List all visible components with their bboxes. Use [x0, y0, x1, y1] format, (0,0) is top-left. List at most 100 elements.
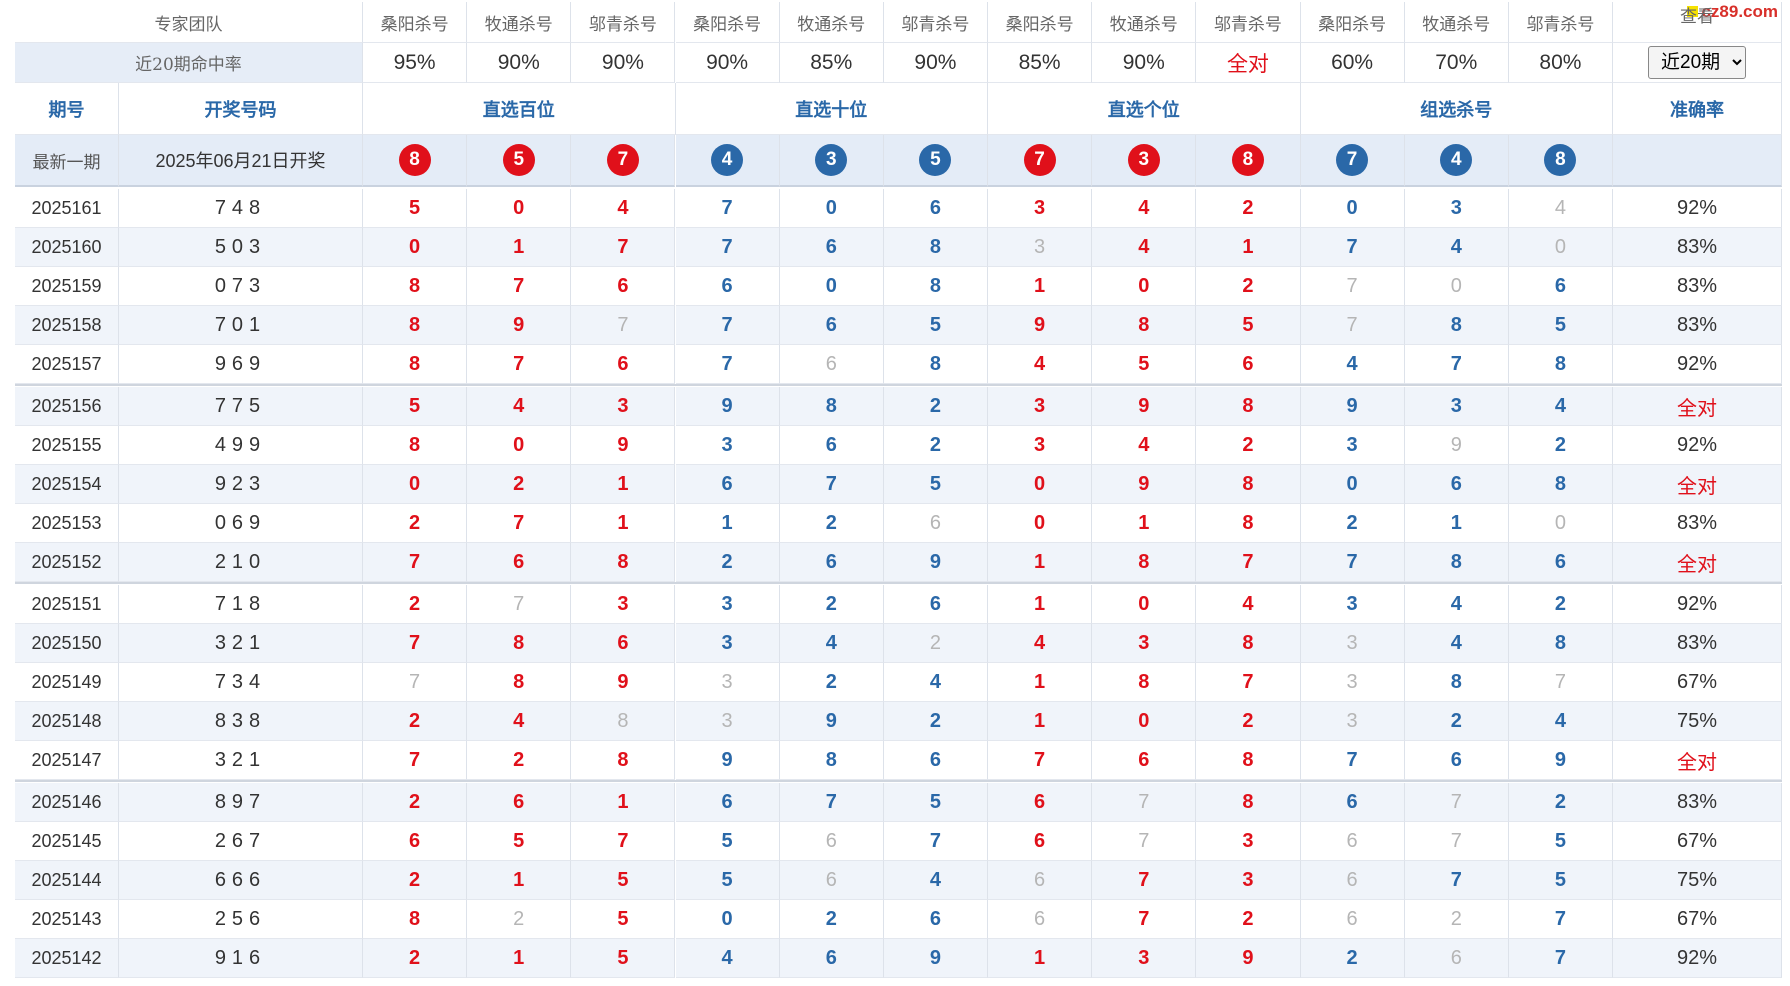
accuracy: 92% [1613, 585, 1783, 624]
kill-number: 5 [363, 387, 468, 426]
latest-date: 2025年06月21日开奖 [119, 135, 363, 187]
kill-number: 1 [1092, 504, 1197, 543]
kill-number: 5 [1508, 822, 1614, 861]
kill-number: 2 [779, 900, 884, 939]
kill-number: 2 [1508, 426, 1614, 465]
kill-number: 9 [883, 543, 988, 582]
kill-number: 2 [363, 585, 468, 624]
kill-number: 6 [883, 504, 988, 543]
kill-number: 8 [571, 741, 676, 780]
issue: 2025159 [15, 267, 119, 306]
kill-number: 3 [1300, 663, 1405, 702]
kill-number: 8 [363, 267, 468, 306]
group-separator [15, 582, 1783, 584]
kill-number: 2 [1508, 585, 1614, 624]
kill-number: 7 [467, 585, 572, 624]
kill-number: 6 [988, 861, 1093, 900]
kill-number: 6 [1404, 741, 1509, 780]
issue: 2025160 [15, 228, 119, 267]
ball: 7 [1023, 144, 1056, 176]
kill-number: 9 [1092, 387, 1197, 426]
kill-number: 6 [883, 189, 988, 228]
kill-number: 2 [1196, 267, 1301, 306]
kill-number: 3 [1196, 822, 1301, 861]
hit-rate: 90% [467, 43, 572, 83]
kill-number: 9 [1092, 465, 1197, 504]
draw-number: 897 [119, 783, 363, 822]
ball: 4 [1440, 144, 1473, 176]
kill-number: 9 [571, 426, 676, 465]
kill-number: 2 [363, 504, 468, 543]
kill-number: 5 [675, 861, 780, 900]
kill-number: 4 [1508, 189, 1614, 228]
accuracy: 92% [1613, 345, 1783, 384]
kill-number: 8 [883, 267, 988, 306]
kill-number: 4 [571, 189, 676, 228]
ball-cell: 3 [779, 135, 884, 187]
kill-number: 7 [1404, 345, 1509, 384]
kill-number: 5 [1092, 345, 1197, 384]
kill-number: 9 [1196, 939, 1301, 978]
issue: 2025142 [15, 939, 119, 978]
accuracy: 75% [1613, 861, 1783, 900]
draw-number: 073 [119, 267, 363, 306]
kill-number: 8 [571, 543, 676, 582]
period-select[interactable]: 近20期 [1648, 46, 1747, 79]
kill-number: 3 [1300, 585, 1405, 624]
expert-name: 桑阳杀号 [988, 2, 1093, 43]
kill-number: 0 [467, 426, 572, 465]
kill-number: 6 [779, 861, 884, 900]
draw-number: 701 [119, 306, 363, 345]
issue: 2025147 [15, 741, 119, 780]
kill-number: 4 [779, 624, 884, 663]
ball-cell: 5 [467, 135, 572, 187]
kill-number: 1 [988, 702, 1093, 741]
kill-number: 4 [988, 624, 1093, 663]
kill-number: 3 [988, 387, 1093, 426]
kill-number: 3 [1092, 939, 1197, 978]
kill-number: 4 [675, 939, 780, 978]
kill-number: 0 [1092, 267, 1197, 306]
expert-name: 牧通杀号 [467, 2, 572, 43]
kill-number: 2 [1196, 189, 1301, 228]
kill-number: 6 [1508, 267, 1614, 306]
kill-number: 7 [675, 306, 780, 345]
kill-number: 2 [883, 387, 988, 426]
kill-number: 3 [1196, 861, 1301, 900]
kill-number: 8 [1196, 465, 1301, 504]
kill-number: 7 [1092, 783, 1197, 822]
kill-number: 0 [1092, 585, 1197, 624]
kill-number: 6 [883, 900, 988, 939]
issue: 2025149 [15, 663, 119, 702]
kill-number: 2 [1404, 702, 1509, 741]
kill-number: 9 [1404, 426, 1509, 465]
kill-number: 4 [883, 663, 988, 702]
kill-number: 7 [1092, 822, 1197, 861]
kill-number: 1 [988, 267, 1093, 306]
kill-number: 3 [1300, 702, 1405, 741]
accuracy: 92% [1613, 426, 1783, 465]
latest-label: 最新一期 [15, 135, 119, 187]
issue: 2025157 [15, 345, 119, 384]
kill-number: 4 [467, 702, 572, 741]
header-cell: 专家团队 [15, 2, 363, 43]
kill-number: 8 [363, 345, 468, 384]
accuracy: 83% [1613, 504, 1783, 543]
kill-number: 0 [1092, 702, 1197, 741]
kill-number: 5 [571, 939, 676, 978]
hit-rate: 全对 [1196, 43, 1301, 83]
kill-number: 9 [1508, 741, 1614, 780]
kill-number: 4 [1508, 702, 1614, 741]
kill-number: 8 [779, 741, 884, 780]
kill-number: 6 [1404, 939, 1509, 978]
kill-number: 7 [363, 663, 468, 702]
kill-number: 5 [675, 822, 780, 861]
kill-number: 3 [988, 228, 1093, 267]
kill-number: 2 [1196, 426, 1301, 465]
issue: 2025144 [15, 861, 119, 900]
kill-number: 1 [571, 504, 676, 543]
kill-number: 8 [779, 387, 884, 426]
issue: 2025161 [15, 189, 119, 228]
kill-number: 6 [779, 822, 884, 861]
